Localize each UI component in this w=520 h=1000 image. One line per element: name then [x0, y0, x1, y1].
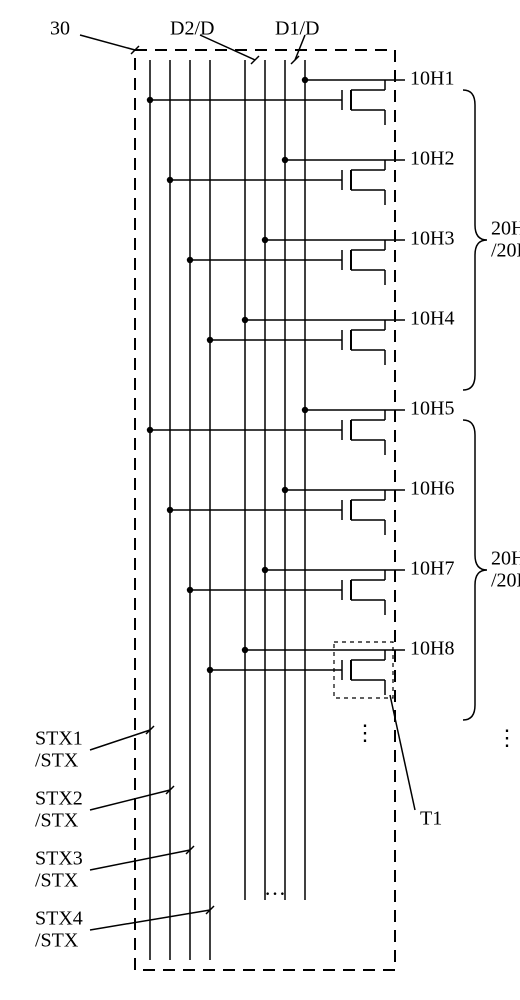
- stx-label: STX3: [35, 848, 83, 870]
- stx-label: STX4: [35, 908, 83, 930]
- ellipsis-icon: ⋮: [354, 720, 376, 745]
- transistor-label: 10H5: [410, 398, 454, 420]
- t1-label: T1: [420, 808, 442, 830]
- schematic-svg: 10H1 10H2 10H3 10H4 10H5 10H6 10H7 10H8 20H1/20H…: [0, 0, 520, 1000]
- transistor-label: 10H7: [410, 558, 454, 580]
- transistor-label: 10H4: [410, 308, 454, 330]
- group-brace: [463, 420, 487, 720]
- stx-sublabel: /STX: [35, 930, 79, 952]
- transistor-label: 10H8: [410, 638, 454, 660]
- transistor-label: 10H1: [410, 68, 454, 90]
- top-label: D2/D: [170, 18, 214, 40]
- top-label: D1/D: [275, 18, 319, 40]
- stx-sublabel: /STX: [35, 870, 79, 892]
- transistor-label: 10H2: [410, 148, 454, 170]
- group-label: /20H: [491, 240, 520, 262]
- top-label: 30: [50, 18, 70, 40]
- group-brace: [463, 90, 487, 390]
- transistor-label: 10H6: [410, 478, 454, 500]
- stx-sublabel: /STX: [35, 750, 79, 772]
- ellipsis-icon: ⋮: [496, 725, 518, 750]
- group-label: 20H2: [491, 548, 520, 570]
- stx-label: STX1: [35, 728, 83, 750]
- group-label: /20H: [491, 570, 520, 592]
- transistor-label: 10H3: [410, 228, 454, 250]
- ellipsis-icon: …: [264, 875, 286, 900]
- stx-label: STX2: [35, 788, 83, 810]
- group-label: 20H1: [491, 218, 520, 240]
- stx-sublabel: /STX: [35, 810, 79, 832]
- diagram-canvas: 10H1 10H2 10H3 10H4 10H5 10H6 10H7 10H8 20H1/20H…: [0, 0, 520, 1000]
